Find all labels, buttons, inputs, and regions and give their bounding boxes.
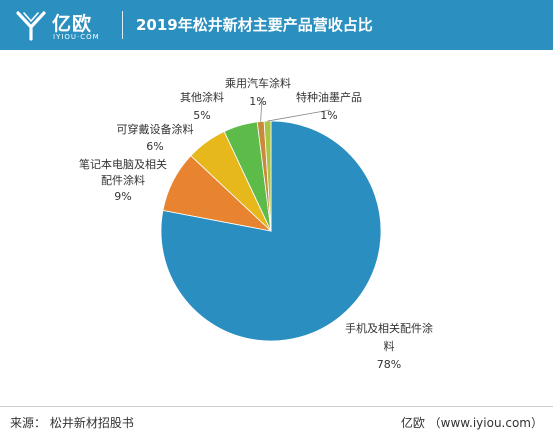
pie-leader-lines bbox=[260, 97, 331, 122]
leader-line-5 bbox=[267, 109, 331, 122]
slice-name-label-0: 料 bbox=[384, 339, 395, 353]
footer-divider bbox=[0, 406, 553, 407]
slice-value-label-0: 78% bbox=[377, 358, 401, 371]
source-note: 来源： 松井新材招股书 bbox=[10, 416, 134, 430]
chart-title: 2019年松井新材主要产品营收占比 bbox=[136, 16, 373, 34]
slice-name-label-3: 其他涂料 bbox=[180, 90, 224, 104]
leader-line-4 bbox=[260, 97, 263, 122]
footer-brand: 亿欧 （www.iyiou.com） bbox=[400, 416, 543, 430]
yiou-logo-icon bbox=[16, 11, 46, 41]
header-bar: 亿欧 IYIOU·COM 2019年松井新材主要产品营收占比 bbox=[0, 0, 553, 50]
header-divider bbox=[122, 11, 123, 39]
slice-value-label-5: 1% bbox=[320, 109, 337, 122]
pie-slices bbox=[160, 120, 382, 342]
slice-value-label-3: 5% bbox=[193, 109, 210, 122]
slice-name-label-4: 乘用汽车涂料 bbox=[225, 76, 291, 90]
slice-value-label-1: 9% bbox=[114, 190, 131, 203]
logo-text: 亿欧 bbox=[52, 13, 93, 35]
slice-name-label-2: 可穿戴设备涂料 bbox=[117, 122, 194, 136]
slice-value-label-4: 1% bbox=[249, 95, 266, 108]
slice-name-label-1: 配件涂料 bbox=[101, 173, 145, 187]
slice-name-label-5: 特种油墨产品 bbox=[296, 90, 362, 104]
slice-value-label-2: 6% bbox=[146, 140, 163, 153]
logo-subtext: IYIOU·COM bbox=[53, 33, 100, 41]
slice-name-label-1: 笔记本电脑及相关 bbox=[79, 157, 167, 171]
slice-name-label-0: 手机及相关配件涂 bbox=[345, 321, 433, 335]
